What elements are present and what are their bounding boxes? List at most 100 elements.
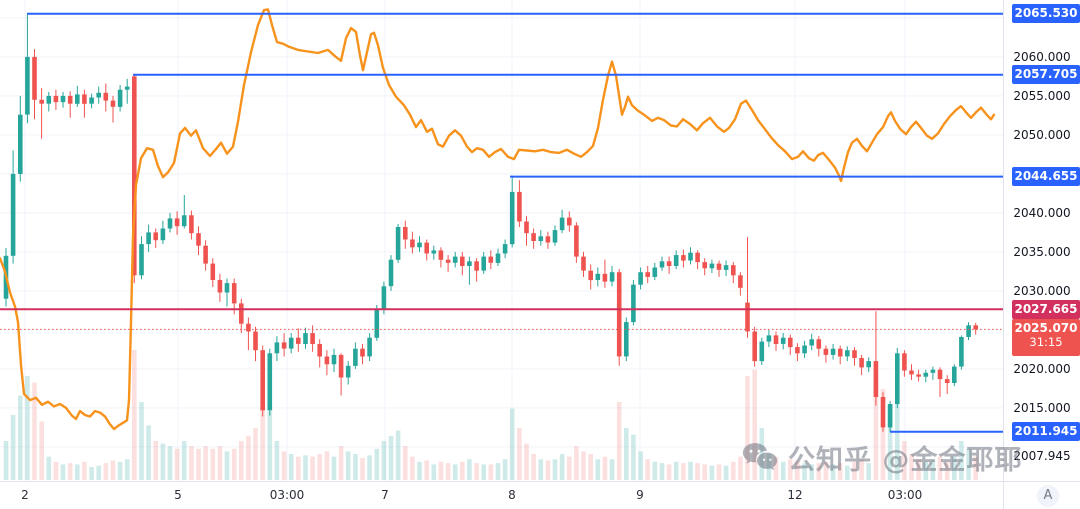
- candle: [795, 347, 800, 354]
- volume-bar: [823, 461, 829, 480]
- volume-bar: [937, 456, 943, 480]
- candle: [595, 273, 601, 280]
- volume-bar: [167, 446, 173, 480]
- axis-corner: A: [1003, 481, 1080, 509]
- candle: [531, 233, 536, 241]
- volume-bar: [752, 369, 757, 480]
- volume-bar: [952, 456, 957, 480]
- volume-bar: [916, 459, 921, 480]
- candle: [659, 261, 665, 268]
- volume-bar: [32, 382, 37, 480]
- candle: [296, 337, 301, 344]
- volume-bar: [645, 459, 650, 480]
- volume-bar: [153, 441, 158, 480]
- price-axis-label: 2060.000: [1013, 50, 1071, 64]
- candle: [260, 350, 265, 411]
- volume-bar: [395, 430, 401, 480]
- volume-bar: [324, 451, 330, 480]
- price-axis-label: 2020.000: [1013, 362, 1071, 376]
- volume-bar: [239, 441, 244, 480]
- candle: [96, 92, 101, 98]
- candle: [702, 262, 707, 269]
- candle: [189, 215, 194, 234]
- volume-bar: [310, 456, 315, 480]
- candle: [930, 369, 936, 373]
- volume-bar: [688, 461, 693, 480]
- candle: [481, 256, 486, 271]
- candle: [952, 366, 957, 383]
- candle: [581, 256, 586, 271]
- bar-countdown: 31:15: [1029, 335, 1063, 349]
- price-line-badge: 2027.665: [1012, 300, 1080, 319]
- time-axis-label: 7: [381, 488, 389, 502]
- candle: [524, 221, 529, 234]
- volume-bar: [681, 463, 686, 480]
- volume-bar: [353, 454, 358, 480]
- volume-bar: [802, 463, 807, 480]
- candle: [132, 76, 137, 276]
- volume-bar: [181, 441, 187, 480]
- candle: [239, 303, 244, 324]
- price-chart-canvas[interactable]: [0, 0, 1003, 481]
- volume-bar: [345, 451, 351, 480]
- volume-bar: [445, 463, 451, 480]
- candle: [167, 218, 173, 229]
- candle: [845, 350, 850, 357]
- volume-bar: [738, 456, 743, 480]
- price-axis-label: 2050.000: [1013, 128, 1071, 142]
- candle: [82, 94, 87, 104]
- volume-bar: [845, 465, 850, 480]
- volume-bar: [196, 448, 201, 480]
- price-line-badge: 2057.705: [1012, 65, 1080, 84]
- candle: [973, 325, 978, 330]
- volume-bar: [331, 456, 337, 480]
- auto-scale-button[interactable]: A: [1037, 485, 1059, 507]
- volume-bar: [816, 463, 822, 480]
- candle: [324, 356, 330, 365]
- volume-bar: [403, 446, 408, 480]
- price-axis[interactable]: 2060.000 2055.000 2050.000 2040.000 2035.000…: [1003, 0, 1080, 481]
- volume-bar: [795, 460, 800, 480]
- candle: [452, 256, 458, 263]
- candle: [830, 348, 836, 355]
- candle: [959, 337, 964, 367]
- candle: [160, 228, 166, 241]
- grid-layer: [0, 0, 1003, 481]
- candle: [866, 361, 871, 368]
- candle: [609, 272, 615, 282]
- volume-bar: [296, 456, 301, 480]
- volume-bar: [96, 465, 101, 480]
- candle: [310, 333, 315, 344]
- candle: [431, 250, 437, 254]
- candle: [181, 215, 187, 227]
- volume-bar: [217, 446, 223, 480]
- candle: [338, 354, 344, 378]
- candle: [681, 255, 686, 261]
- candle: [944, 379, 950, 383]
- volume-bar: [930, 460, 936, 480]
- volume-bar: [731, 461, 736, 480]
- volume-bar: [887, 408, 893, 480]
- candle: [624, 322, 629, 357]
- volume-bar: [124, 459, 130, 480]
- candle: [616, 272, 622, 357]
- candle: [602, 273, 608, 282]
- volume-bar: [488, 464, 494, 480]
- candle: [673, 255, 679, 266]
- time-axis-label: 5: [174, 488, 182, 502]
- candle: [317, 344, 322, 357]
- candle: [759, 341, 765, 362]
- time-axis-label: 9: [636, 488, 644, 502]
- candle: [509, 191, 515, 245]
- candle: [474, 261, 479, 271]
- volume-bar: [895, 402, 900, 480]
- volume-bar: [267, 408, 273, 480]
- time-axis[interactable]: 2 5 03:00 7 8 9 12 03:00: [0, 481, 1003, 509]
- horizontal-lines-layer[interactable]: [0, 12, 1003, 433]
- volume-bar: [224, 451, 230, 480]
- candle: [709, 263, 715, 269]
- volume-bar: [281, 451, 287, 480]
- candle: [788, 337, 793, 348]
- candle: [488, 256, 494, 263]
- volume-bar: [531, 454, 536, 480]
